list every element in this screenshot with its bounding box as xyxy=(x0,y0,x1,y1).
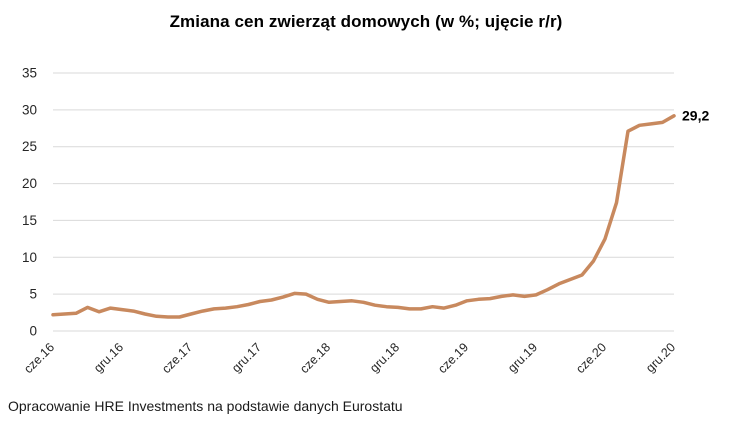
x-axis-tick-label: cze.19 xyxy=(435,340,471,376)
x-axis-tick-label: cze.20 xyxy=(573,340,609,376)
x-axis-tick-label: gru.20 xyxy=(643,340,678,375)
x-axis-tick-label: gru.17 xyxy=(229,340,264,375)
chart-title: Zmiana cen zwierząt domowych (w %; ujęci… xyxy=(169,12,563,31)
x-axis-tick-label: cze.17 xyxy=(159,340,195,376)
y-axis-tick-label: 20 xyxy=(22,176,37,191)
x-axis-tick-label: gru.19 xyxy=(505,340,540,375)
y-axis-tick-label: 35 xyxy=(22,66,37,81)
y-axis-tick-label: 25 xyxy=(22,139,37,154)
x-axis-tick-label: gru.18 xyxy=(367,340,402,375)
source-note: Opracowanie HRE Investments na podstawie… xyxy=(8,398,403,414)
last-point-data-label: 29,2 xyxy=(682,107,709,123)
x-axis-tick-label: cze.16 xyxy=(21,340,57,376)
x-axis-tick-label: gru.16 xyxy=(91,340,126,375)
y-axis-tick-label: 10 xyxy=(22,250,37,265)
y-axis-tick-label: 0 xyxy=(29,324,37,339)
data-line-series xyxy=(51,114,676,319)
y-axis-tick-label: 15 xyxy=(22,213,37,228)
x-axis-tick-label: cze.18 xyxy=(297,340,333,376)
y-axis-tick-label: 5 xyxy=(29,287,37,302)
y-axis-tick-label: 30 xyxy=(22,102,37,117)
